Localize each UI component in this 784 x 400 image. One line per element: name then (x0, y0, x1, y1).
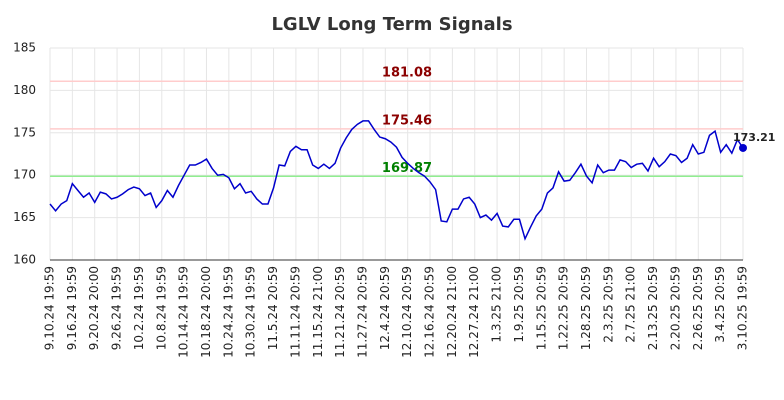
y-tick-label: 165 (13, 210, 36, 224)
x-tick-label: 10.30.24 19:59 (244, 266, 258, 358)
last-point (739, 143, 747, 152)
x-tick-label: 2.3.25 20:59 (601, 266, 615, 343)
x-tick-label: 2.20.25 20:59 (668, 266, 682, 350)
x-tick-label: 11.27.24 20:59 (355, 266, 369, 358)
x-tick-label: 12.4.24 20:59 (378, 266, 392, 350)
x-tick-label: 1.15.25 20:59 (534, 266, 548, 350)
y-tick-label: 170 (13, 168, 36, 182)
x-tick-label: 12.16.24 20:59 (423, 266, 437, 358)
reference-label: 181.08 (382, 66, 432, 81)
x-tick-label: 2.26.25 20:59 (691, 266, 705, 350)
x-tick-label: 9.20.24 20:00 (87, 266, 101, 350)
x-tick-label: 9.16.24 19:59 (65, 266, 79, 350)
x-tick-label: 10.24.24 19:59 (221, 266, 235, 358)
x-tick-label: 11.5.24 20:59 (266, 266, 280, 350)
chart-title: LGLV Long Term Signals (271, 14, 512, 35)
y-tick-label: 160 (13, 253, 36, 267)
line-series (49, 120, 744, 241)
x-tick-label: 10.14.24 19:59 (177, 266, 191, 358)
x-tick-label: 2.13.25 20:59 (646, 266, 660, 350)
x-tick-label: 1.9.25 20:59 (512, 266, 526, 343)
x-tick-label: 1.28.25 20:59 (579, 266, 593, 350)
x-tick-label: 11.11.24 20:59 (288, 266, 302, 358)
x-tick-label: 10.8.24 19:59 (154, 266, 168, 350)
reference-label: 169.87 (382, 161, 432, 176)
y-tick-label: 180 (13, 83, 36, 97)
x-tick-label: 11.15.24 21:00 (311, 266, 325, 358)
x-tick-label: 10.2.24 19:59 (132, 266, 146, 350)
x-tick-label: 1.22.25 20:59 (557, 266, 571, 350)
x-tick-label: 1.3.25 21:00 (490, 266, 504, 343)
x-tick-label: 12.20.24 21:00 (445, 266, 459, 358)
x-tick-label: 12.27.24 21:00 (467, 266, 481, 358)
x-tick-label: 3.10.25 19:59 (736, 266, 750, 350)
x-tick-label: 2.7.25 21:00 (624, 266, 638, 343)
x-tick-label: 10.18.24 20:00 (199, 266, 213, 358)
reference-label: 175.46 (382, 113, 432, 128)
y-tick-label: 175 (13, 125, 36, 139)
last-value-label: 173.21 (733, 131, 775, 144)
y-tick-label: 185 (13, 41, 36, 55)
x-tick-label: 12.10.24 20:59 (400, 266, 414, 358)
x-tick-label: 3.4.25 20:59 (713, 266, 727, 343)
x-tick-label: 11.21.24 20:59 (333, 266, 347, 358)
x-tick-label: 9.10.24 19:59 (43, 266, 57, 350)
x-tick-label: 9.26.24 19:59 (110, 266, 124, 350)
